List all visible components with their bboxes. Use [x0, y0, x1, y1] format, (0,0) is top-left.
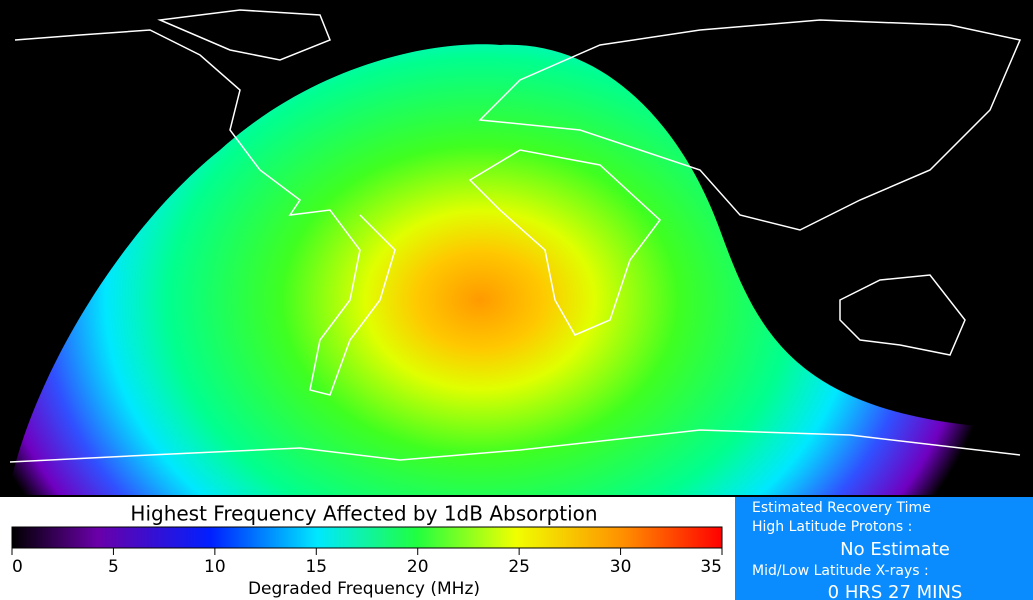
colorbar-label: Degraded Frequency (MHz) [248, 579, 480, 599]
high-latitude-value: No Estimate [840, 539, 950, 560]
tick-label: 5 [108, 557, 119, 577]
colorbar-title: Highest Frequency Affected by 1dB Absorp… [130, 502, 597, 526]
tick-label: 30 [610, 557, 632, 577]
low-latitude-value: 0 HRS 27 MINS [828, 582, 963, 600]
colorbar-ticks: 0 5 10 15 20 25 30 35 [11, 548, 723, 577]
recovery-panel [735, 497, 1033, 600]
tick-label: 15 [305, 557, 327, 577]
tick-label: 35 [700, 557, 722, 577]
tick-label: 25 [508, 557, 530, 577]
coastlines [9, 9, 1022, 463]
colorbar [11, 526, 723, 549]
recovery-title: Estimated Recovery Time [752, 500, 931, 516]
tick-label: 0 [12, 557, 23, 577]
tick-label: 20 [407, 557, 429, 577]
high-latitude-label: High Latitude Protons : [752, 519, 912, 535]
tick-label: 10 [204, 557, 226, 577]
low-latitude-label: Mid/Low Latitude X-rays : [752, 563, 929, 579]
